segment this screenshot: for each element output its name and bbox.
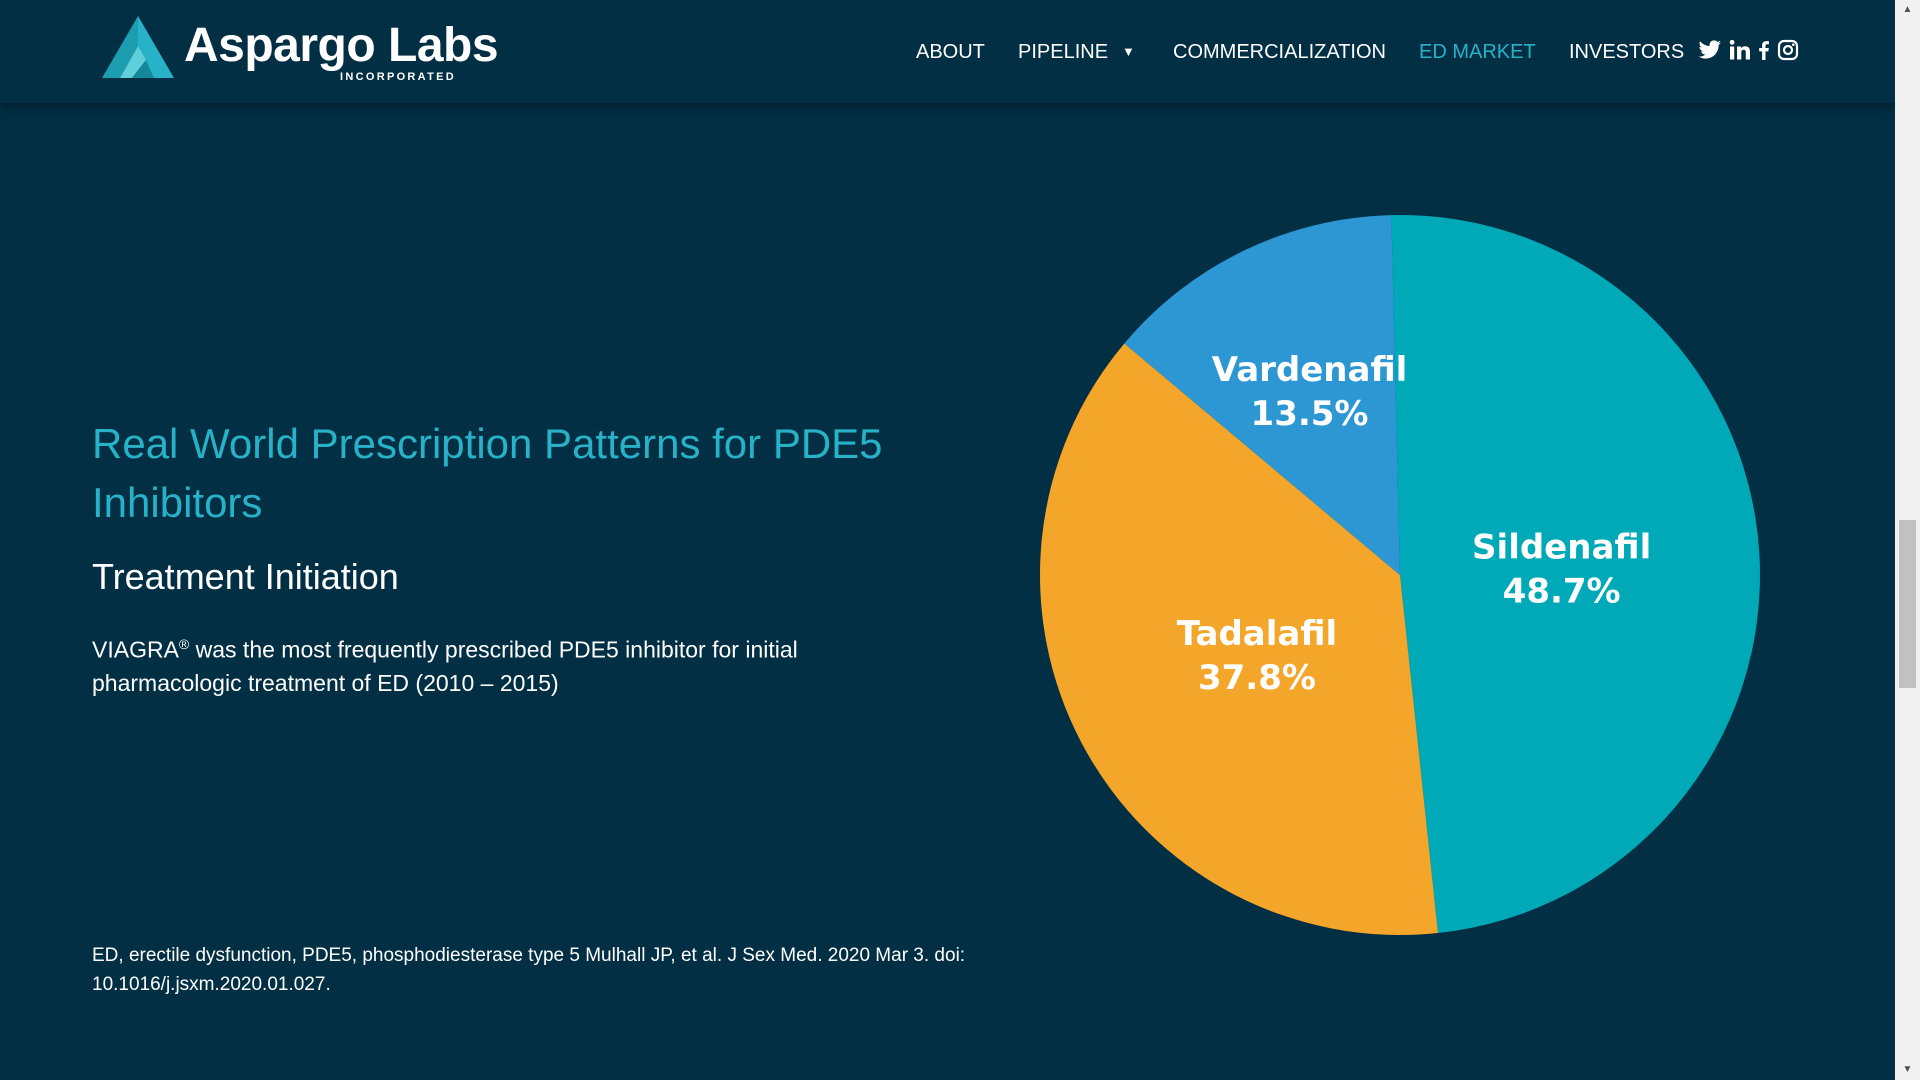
- page-title: Real World Prescription Patterns for PDE…: [92, 420, 883, 526]
- body-rest: was the most frequently prescribed PDE5 …: [92, 636, 798, 696]
- brand-logo[interactable]: Aspargo Labs INCORPORATED: [102, 16, 499, 86]
- nav-item-label: INVESTORS: [1569, 41, 1685, 63]
- pie-label-sildenafil: Sildenafil: [1472, 528, 1651, 568]
- pie-label-tadalafil: Tadalafil: [1177, 614, 1338, 654]
- nav-item-commercialization[interactable]: COMMERCIALIZATION: [1173, 37, 1386, 67]
- twitter-icon[interactable]: [1698, 38, 1722, 62]
- pie-slice-tadalafil: [1040, 343, 1438, 935]
- nav-item-about[interactable]: ABOUT: [916, 37, 985, 67]
- body-paragraph: VIAGRA® was the most frequently prescrib…: [92, 628, 872, 700]
- nav-item-pipeline[interactable]: PIPELINE ▼: [1018, 37, 1135, 67]
- caret-down-icon: ▼: [1122, 44, 1135, 59]
- pie-label-vardenafil: Vardenafil: [1212, 350, 1408, 390]
- nav-item-label: ED MARKET: [1419, 41, 1536, 63]
- logo-mark-icon: [102, 16, 174, 78]
- pie-value-vardenafil: 13.5%: [1251, 394, 1369, 434]
- scroll-down-arrow[interactable]: ▼: [1902, 1064, 1913, 1075]
- pie-slice-vardenafil: [1124, 215, 1400, 575]
- scroll-thumb[interactable]: [1899, 520, 1916, 688]
- pie-slice-sildenafil: [1391, 215, 1760, 933]
- registered-mark: ®: [178, 636, 190, 652]
- nav-item-investors[interactable]: INVESTORS: [1569, 37, 1684, 67]
- scroll-up-arrow[interactable]: ▲: [1902, 4, 1913, 15]
- nav-item-label: ABOUT: [916, 41, 985, 63]
- facebook-icon[interactable]: [1752, 38, 1776, 62]
- section-subtitle: Treatment Initiation: [92, 556, 399, 597]
- pie-value-sildenafil: 48.7%: [1503, 572, 1621, 612]
- brand-subname: INCORPORATED: [340, 71, 457, 83]
- instagram-icon[interactable]: [1776, 38, 1800, 62]
- body-brand: VIAGRA: [92, 636, 179, 663]
- pie-chart: Sildenafil 48.7% Tadalafil 37.8% Vardenafil 1…: [1040, 210, 1760, 940]
- site-header: Aspargo Labs INCORPORATED ABOUT PIPELINE…: [0, 0, 1895, 103]
- footnote: ED, erectile dysfunction, PDE5, phosphod…: [92, 945, 966, 995]
- scrollbar[interactable]: ▲ ▼: [1895, 0, 1920, 1080]
- nav-item-ed-market[interactable]: ED MARKET: [1419, 37, 1536, 67]
- linkedin-icon[interactable]: [1728, 38, 1752, 62]
- brand-name: Aspargo Labs: [184, 19, 499, 72]
- nav-item-label: COMMERCIALIZATION: [1173, 41, 1386, 63]
- pie-value-tadalafil: 37.8%: [1198, 658, 1316, 698]
- nav-item-label: PIPELINE: [1018, 41, 1109, 63]
